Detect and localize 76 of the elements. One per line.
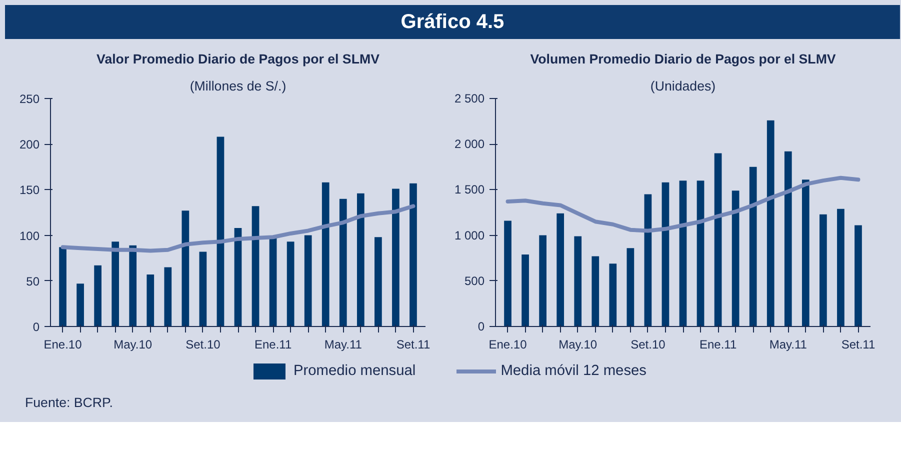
bar	[286, 242, 294, 326]
y-tick-label: 50	[26, 274, 40, 288]
chart-title: Volumen Promedio Diario de Pagos por el SLMV	[530, 52, 836, 66]
bar	[662, 182, 670, 326]
y-tick-label: 500	[464, 274, 485, 288]
bar	[854, 225, 862, 326]
bar	[322, 182, 330, 326]
y-tick-label: 250	[19, 92, 40, 106]
bar	[269, 238, 277, 326]
bar	[199, 252, 207, 326]
bar	[749, 166, 757, 326]
y-tick-label: 1 500	[454, 182, 485, 197]
x-tick-label: Ene.10	[44, 338, 82, 352]
legend-label: Media móvil 12 meses	[500, 363, 647, 379]
x-tick-label: Ene.11	[254, 338, 292, 352]
x-tick-label: Ene.11	[699, 338, 737, 352]
chart-subtitle: (Unidades)	[650, 78, 716, 94]
line-series	[60, 204, 416, 253]
legend-label: Promedio mensual	[293, 363, 416, 379]
bar	[714, 153, 722, 326]
bar	[76, 284, 84, 326]
bar	[374, 237, 382, 326]
source-note: Fuente: BCRP.	[25, 394, 113, 412]
y-tick-label: 1 000	[454, 228, 485, 242]
bar	[802, 180, 810, 326]
y-tick-label: 0	[32, 320, 40, 334]
bar	[129, 245, 137, 326]
line-series	[506, 176, 860, 233]
bar	[216, 136, 224, 326]
bar	[679, 180, 687, 326]
bar	[164, 267, 172, 326]
bar	[820, 214, 827, 326]
bar	[146, 274, 154, 326]
x-tick-label: May.11	[324, 338, 362, 352]
bar	[522, 254, 529, 326]
y-tick-label: 200	[19, 138, 40, 152]
x-tick-label: Set.11	[841, 338, 876, 352]
y-tick-label: 2 500	[454, 92, 485, 106]
x-tick-label: May.10	[558, 338, 598, 352]
chart-title: Valor Promedio Diario de Pagos por el SLMV	[96, 52, 380, 66]
y-tick-label: 2 000	[454, 137, 485, 152]
y-tick-label: 150	[19, 183, 40, 198]
x-tick-label: May.11	[769, 338, 808, 352]
bar	[304, 235, 312, 326]
bar	[592, 256, 600, 326]
bar	[59, 247, 66, 326]
bar	[234, 228, 242, 326]
bar	[609, 264, 617, 326]
bar	[339, 198, 347, 326]
x-tick-label: Set.10	[630, 338, 666, 352]
bar	[784, 151, 792, 326]
bar	[574, 236, 582, 326]
bar	[837, 208, 844, 326]
x-tick-label: Set.10	[186, 338, 221, 352]
bar	[732, 190, 740, 326]
bar	[539, 235, 546, 326]
y-tick-label: 0	[478, 320, 485, 334]
bar	[626, 248, 634, 326]
bar	[644, 194, 652, 326]
x-tick-label: May.10	[114, 338, 152, 352]
x-tick-label: Set.11	[396, 338, 430, 352]
bar	[94, 265, 102, 326]
bar	[766, 120, 774, 326]
chart-subtitle: (Millones de S/.)	[190, 78, 286, 94]
bar	[252, 206, 260, 326]
bar	[182, 210, 190, 326]
x-tick-label: Ene.10	[488, 338, 528, 352]
bar	[112, 242, 120, 326]
bar	[504, 220, 512, 326]
bar	[696, 180, 704, 326]
bar	[356, 193, 364, 326]
bar	[556, 213, 564, 326]
text: Gráfico 4.5	[400, 10, 504, 35]
bar	[392, 188, 400, 326]
bar	[410, 183, 417, 326]
y-tick-label: 100	[19, 228, 40, 243]
